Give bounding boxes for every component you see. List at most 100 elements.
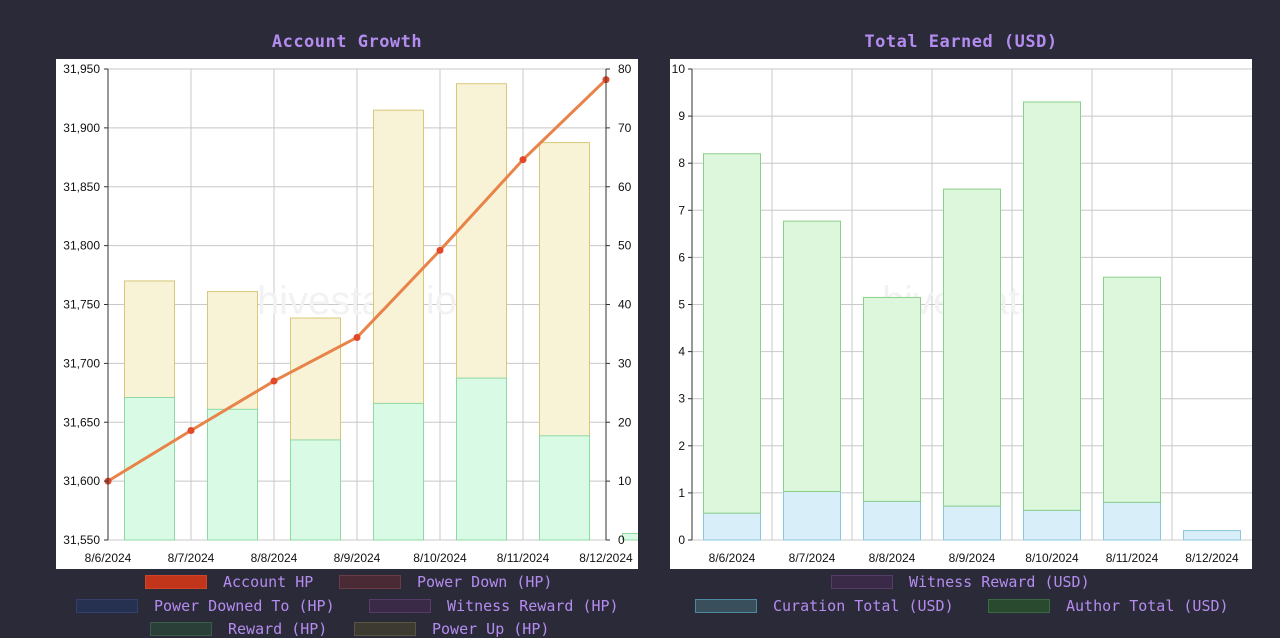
legend-label: Reward (HP) bbox=[228, 620, 328, 638]
account-hp-point bbox=[436, 246, 444, 254]
legend-label: Power Up (HP) bbox=[432, 620, 550, 638]
legend-swatch bbox=[150, 622, 212, 636]
legend-swatch bbox=[145, 575, 207, 589]
account-hp-point bbox=[270, 377, 278, 385]
right-tick-label: 70 bbox=[618, 121, 632, 135]
x-tick-label: 8/12/2024 bbox=[579, 551, 633, 565]
curation-bar bbox=[703, 512, 761, 541]
left-tick-label: 6 bbox=[678, 250, 685, 264]
left-tick-label: 31,550 bbox=[63, 533, 100, 547]
x-tick-label: 8/12/2024 bbox=[1185, 551, 1239, 565]
legend-item[interactable]: Witness Reward (USD) bbox=[831, 573, 1090, 591]
x-tick-label: 8/11/2024 bbox=[1106, 551, 1159, 565]
x-tick-label: 8/9/2024 bbox=[334, 551, 381, 565]
legend-label: Witness Reward (USD) bbox=[909, 573, 1090, 591]
left-tick-label: 31,850 bbox=[63, 180, 100, 194]
total-earned-chart: hivestats.io0123456789108/6/20248/7/2024… bbox=[670, 59, 1252, 569]
reward-bar bbox=[207, 408, 258, 541]
legend-label: Power Down (HP) bbox=[417, 573, 553, 591]
x-tick-label: 8/10/2024 bbox=[413, 551, 467, 565]
left-tick-label: 3 bbox=[678, 392, 685, 406]
x-tick-label: 8/8/2024 bbox=[251, 551, 298, 565]
author-bar bbox=[703, 153, 761, 514]
left-tick-label: 31,700 bbox=[63, 356, 100, 370]
left-tick-label: 31,900 bbox=[63, 121, 100, 135]
left-tick-label: 10 bbox=[672, 62, 686, 76]
curation-bar bbox=[1023, 509, 1081, 541]
legend-label: Account HP bbox=[223, 573, 314, 591]
author-bar bbox=[1103, 276, 1161, 503]
legend-swatch bbox=[339, 575, 401, 589]
right-tick-label: 20 bbox=[618, 415, 632, 429]
x-tick-label: 8/6/2024 bbox=[709, 551, 756, 565]
account-hp-point bbox=[519, 156, 527, 164]
legend-label: Curation Total (USD) bbox=[773, 597, 954, 615]
legend-item[interactable]: Witness Reward (HP) bbox=[369, 597, 619, 615]
legend-item[interactable]: Author Total (USD) bbox=[988, 597, 1229, 615]
left-tick-label: 5 bbox=[678, 298, 685, 312]
legend-item[interactable]: Power Up (HP) bbox=[354, 620, 549, 638]
right-tick-label: 30 bbox=[618, 356, 632, 370]
curation-bar bbox=[863, 500, 921, 541]
total-earned-svg: hivestats.io0123456789108/6/20248/7/2024… bbox=[672, 62, 1252, 565]
watermark: hivestats.io bbox=[257, 279, 457, 323]
left-tick-label: 31,600 bbox=[63, 474, 100, 488]
left-tick-label: 9 bbox=[678, 109, 685, 123]
legend-item[interactable]: Power Downed To (HP) bbox=[76, 597, 335, 615]
reward-bar bbox=[539, 435, 590, 541]
x-tick-label: 8/7/2024 bbox=[789, 551, 836, 565]
legend-swatch bbox=[369, 599, 431, 613]
legend-label: Author Total (USD) bbox=[1066, 597, 1229, 615]
author-bar bbox=[943, 188, 1001, 507]
x-tick-label: 8/6/2024 bbox=[85, 551, 132, 565]
x-tick-label: 8/9/2024 bbox=[949, 551, 996, 565]
legend-item[interactable]: Power Down (HP) bbox=[339, 573, 552, 591]
left-tick-label: 31,950 bbox=[63, 62, 100, 76]
account-growth-title: Account Growth bbox=[271, 32, 423, 52]
reward-bar bbox=[373, 402, 424, 541]
account-growth-svg: hivestats.io 31,550 31,600 31,650 31,700 31,7… bbox=[63, 62, 673, 565]
curation-bar bbox=[1183, 530, 1241, 541]
right-tick-label: 60 bbox=[618, 180, 632, 194]
curation-bar bbox=[1103, 501, 1161, 541]
curation-bar bbox=[943, 505, 1001, 541]
legend-item[interactable]: Curation Total (USD) bbox=[695, 597, 954, 615]
x-tick-label: 8/7/2024 bbox=[168, 551, 215, 565]
account-hp-point bbox=[187, 426, 195, 434]
legend-label: Power Downed To (HP) bbox=[154, 597, 335, 615]
legend-swatch bbox=[988, 599, 1050, 613]
x-tick-label: 8/11/2024 bbox=[497, 551, 550, 565]
left-tick-label: 4 bbox=[678, 345, 685, 359]
reward-bar bbox=[622, 533, 673, 541]
left-tick-label: 2 bbox=[678, 439, 685, 453]
right-tick-label: 0 bbox=[618, 533, 625, 547]
account-hp-point bbox=[353, 333, 361, 341]
left-tick-label: 1 bbox=[678, 486, 685, 500]
total-earned-title: Total Earned (USD) bbox=[864, 32, 1058, 52]
legend-item[interactable]: Account HP bbox=[145, 573, 313, 591]
legend-swatch bbox=[831, 575, 893, 589]
right-tick-label: 50 bbox=[618, 239, 632, 253]
legend-swatch bbox=[76, 599, 138, 613]
right-tick-label: 10 bbox=[618, 474, 632, 488]
account-growth-chart: hivestats.io 31,550 31,600 31,650 31,700 31,7… bbox=[56, 59, 673, 569]
left-tick-label: 7 bbox=[678, 203, 685, 217]
author-bar bbox=[863, 296, 921, 502]
author-bar bbox=[1023, 101, 1081, 511]
reward-bar bbox=[456, 377, 507, 541]
legend-label: Witness Reward (HP) bbox=[447, 597, 619, 615]
left-tick-label: 8 bbox=[678, 156, 685, 170]
reward-bar bbox=[290, 439, 341, 541]
left-tick-label: 31,650 bbox=[63, 415, 100, 429]
right-tick-label: 80 bbox=[618, 62, 632, 76]
legend-swatch bbox=[695, 599, 757, 613]
left-tick-label: 0 bbox=[678, 533, 685, 547]
right-tick-label: 40 bbox=[618, 298, 632, 312]
curation-bar bbox=[783, 490, 841, 541]
left-tick-label: 31,800 bbox=[63, 239, 100, 253]
reward-bar bbox=[124, 397, 175, 541]
legend-swatch bbox=[354, 622, 416, 636]
left-tick-label: 31,750 bbox=[63, 298, 100, 312]
legend-item[interactable]: Reward (HP) bbox=[150, 620, 327, 638]
x-tick-label: 8/8/2024 bbox=[869, 551, 916, 565]
